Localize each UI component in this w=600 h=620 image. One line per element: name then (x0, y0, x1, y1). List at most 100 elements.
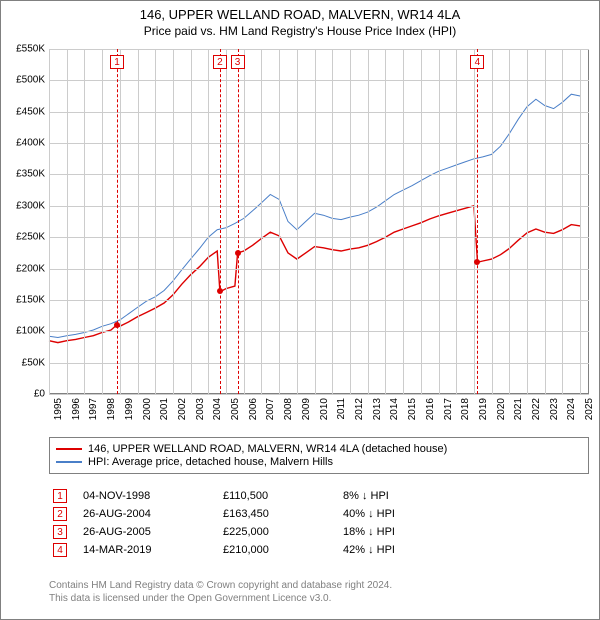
event-marker: 4 (53, 543, 67, 557)
legend-item: 146, UPPER WELLAND ROAD, MALVERN, WR14 4… (56, 443, 582, 455)
legend-label: 146, UPPER WELLAND ROAD, MALVERN, WR14 4… (88, 443, 447, 455)
gridline-h (49, 300, 589, 301)
event-date: 14-MAR-2019 (79, 541, 219, 559)
gridline-v (261, 49, 262, 394)
y-tick-label: £50K (3, 357, 45, 368)
gridline-v (545, 49, 546, 394)
gridline-v (102, 49, 103, 394)
y-tick-label: £0 (3, 389, 45, 400)
x-tick-label: 2025 (584, 398, 600, 420)
y-tick-label: £500K (3, 75, 45, 86)
footer-line-2: This data is licensed under the Open Gov… (49, 592, 589, 605)
gridline-h (49, 174, 589, 175)
sale-point (217, 288, 223, 294)
gridline-v (138, 49, 139, 394)
y-tick-label: £150K (3, 294, 45, 305)
gridline-v (332, 49, 333, 394)
plot-area: 1 23 4 (49, 49, 589, 394)
gridline-h (49, 331, 589, 332)
y-tick-label: £400K (3, 138, 45, 149)
event-price: £210,000 (219, 541, 339, 559)
footer: Contains HM Land Registry data © Crown c… (49, 579, 589, 605)
event-delta: 42% ↓ HPI (339, 541, 589, 559)
gridline-v (226, 49, 227, 394)
gridline-v (155, 49, 156, 394)
gridline-v (350, 49, 351, 394)
gridline-h (49, 363, 589, 364)
footer-line-1: Contains HM Land Registry data © Crown c… (49, 579, 589, 592)
legend-label: HPI: Average price, detached house, Malv… (88, 456, 333, 468)
chart-subtitle: Price paid vs. HM Land Registry's House … (1, 24, 599, 38)
marker-line (117, 49, 118, 394)
legend: 146, UPPER WELLAND ROAD, MALVERN, WR14 4… (49, 437, 589, 474)
gridline-v (474, 49, 475, 394)
gridline-h (49, 112, 589, 113)
gridline-v (49, 49, 50, 394)
gridline-v (315, 49, 316, 394)
chart-frame: 146, UPPER WELLAND ROAD, MALVERN, WR14 4… (0, 0, 600, 620)
event-delta: 8% ↓ HPI (339, 487, 589, 505)
y-tick-label: £250K (3, 232, 45, 243)
gridline-h (49, 143, 589, 144)
marker-line (220, 49, 221, 394)
event-date: 04-NOV-1998 (79, 487, 219, 505)
gridline-h (49, 49, 589, 50)
y-tick-label: £100K (3, 326, 45, 337)
events-table-inner: 1 04-NOV-1998£110,5008% ↓ HPI 2 26-AUG-2004… (49, 487, 589, 559)
y-tick-label: £350K (3, 169, 45, 180)
gridline-v (509, 49, 510, 394)
event-row: 2 26-AUG-2004£163,45040% ↓ HPI (49, 505, 589, 523)
legend-item: HPI: Average price, detached house, Malv… (56, 456, 582, 468)
y-tick-label: £300K (3, 200, 45, 211)
event-marker: 1 (53, 489, 67, 503)
event-date: 26-AUG-2005 (79, 523, 219, 541)
gridline-v (580, 49, 581, 394)
gridline-v (385, 49, 386, 394)
gridline-v (456, 49, 457, 394)
sale-point (474, 259, 480, 265)
event-marker: 2 (53, 507, 67, 521)
y-tick-label: £200K (3, 263, 45, 274)
sale-point (114, 322, 120, 328)
y-tick-label: £550K (3, 44, 45, 55)
gridline-v (562, 49, 563, 394)
chart-lines (49, 49, 589, 394)
gridline-v (173, 49, 174, 394)
marker-label: 4 (470, 55, 484, 69)
marker-label: 2 (213, 55, 227, 69)
event-row: 1 04-NOV-1998£110,5008% ↓ HPI (49, 487, 589, 505)
gridline-v (120, 49, 121, 394)
marker-line (477, 49, 478, 394)
legend-swatch (56, 461, 82, 463)
legend-swatch (56, 448, 82, 450)
event-price: £163,450 (219, 505, 339, 523)
title-area: 146, UPPER WELLAND ROAD, MALVERN, WR14 4… (1, 1, 599, 38)
gridline-v (297, 49, 298, 394)
gridline-h (49, 394, 589, 395)
event-date: 26-AUG-2004 (79, 505, 219, 523)
gridline-v (84, 49, 85, 394)
gridline-v (208, 49, 209, 394)
event-price: £110,500 (219, 487, 339, 505)
gridline-v (421, 49, 422, 394)
gridline-h (49, 80, 589, 81)
marker-label: 1 (110, 55, 124, 69)
event-row: 4 14-MAR-2019£210,00042% ↓ HPI (49, 541, 589, 559)
chart-holder: 1 23 4 £0 £50K £100K £150K £200K £250K £300K £350… (1, 49, 600, 429)
event-row: 326-AUG-2005£225,00018% ↓ HPI (49, 523, 589, 541)
event-delta: 40% ↓ HPI (339, 505, 589, 523)
event-marker: 3 (53, 525, 67, 539)
gridline-h (49, 269, 589, 270)
gridline-v (244, 49, 245, 394)
marker-line (238, 49, 239, 394)
gridline-v (403, 49, 404, 394)
events-table: 1 04-NOV-1998£110,5008% ↓ HPI 2 26-AUG-2004… (49, 487, 589, 559)
gridline-v (279, 49, 280, 394)
gridline-v (492, 49, 493, 394)
chart-title: 146, UPPER WELLAND ROAD, MALVERN, WR14 4… (1, 7, 599, 22)
gridline-h (49, 206, 589, 207)
gridline-v (439, 49, 440, 394)
event-price: £225,000 (219, 523, 339, 541)
marker-label: 3 (231, 55, 245, 69)
gridline-v (527, 49, 528, 394)
